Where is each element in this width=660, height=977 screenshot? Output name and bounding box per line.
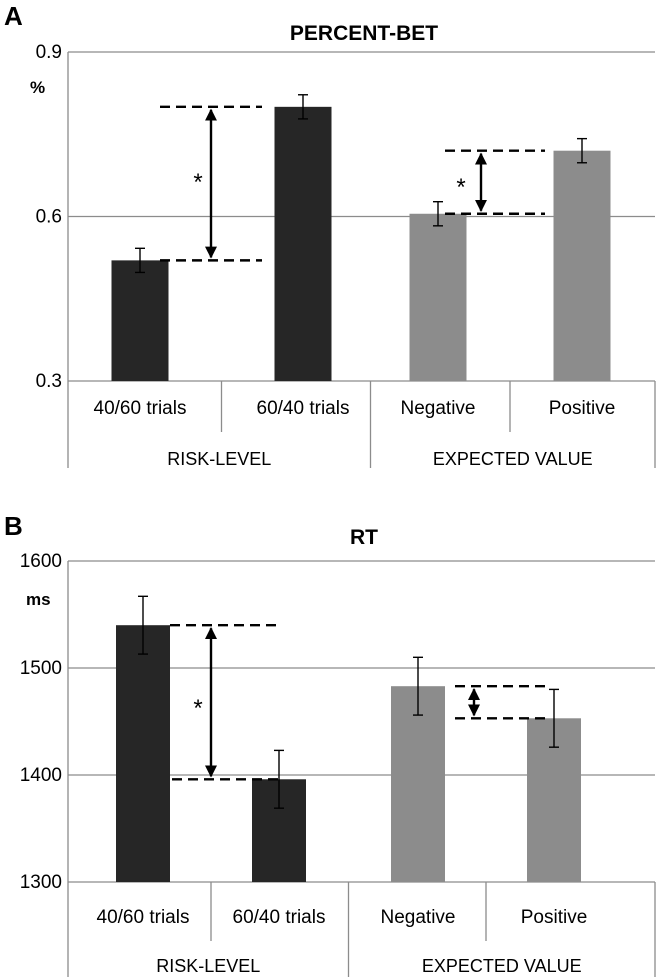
y-tick-label: 1500 <box>20 658 62 679</box>
category-label: Positive <box>549 398 616 419</box>
bar-40-60-trials <box>116 625 170 882</box>
significance-star: * <box>193 695 202 722</box>
significance-star: * <box>193 169 202 196</box>
panel-label-a: A <box>4 1 23 31</box>
chart-title-b: RT <box>350 526 378 549</box>
chart-title-a: PERCENT-BET <box>290 22 438 45</box>
y-tick-label: 1400 <box>20 765 62 786</box>
bar-positive <box>553 150 611 381</box>
category-label: 40/60 trials <box>97 907 190 928</box>
y-tick-label: 0.3 <box>36 371 62 392</box>
category-label: 60/40 trials <box>257 398 350 419</box>
bar-60-40-trials <box>274 106 332 381</box>
category-label: Negative <box>401 398 476 419</box>
y-tick-label: 1300 <box>20 872 62 893</box>
group-label: EXPECTED VALUE <box>433 449 593 469</box>
category-label: 60/40 trials <box>233 907 326 928</box>
y-unit-a: % <box>30 78 45 97</box>
chart-panel-a: 0.3 0.6 0.9 40/60 trials 60/40 trials Negativ… <box>36 42 656 469</box>
chart-panel-b: 1300 1400 1500 1600 40/60 trials 60/40 trials… <box>20 551 656 977</box>
bar-40-60-trials <box>111 260 169 381</box>
group-label: RISK-LEVEL <box>156 956 260 976</box>
y-tick-label: 0.9 <box>36 42 62 63</box>
y-unit-b: ms <box>26 590 51 609</box>
category-label: 40/60 trials <box>94 398 187 419</box>
y-tick-label: 1600 <box>20 551 62 572</box>
group-label: EXPECTED VALUE <box>422 956 582 976</box>
y-tick-label: 0.6 <box>36 207 62 228</box>
significance-star: * <box>456 174 465 201</box>
group-label: RISK-LEVEL <box>167 449 271 469</box>
category-label: Negative <box>381 907 456 928</box>
bar-negative <box>409 213 467 381</box>
category-label: Positive <box>521 907 588 928</box>
bar-negative <box>391 686 445 882</box>
panel-label-b: B <box>4 511 23 541</box>
